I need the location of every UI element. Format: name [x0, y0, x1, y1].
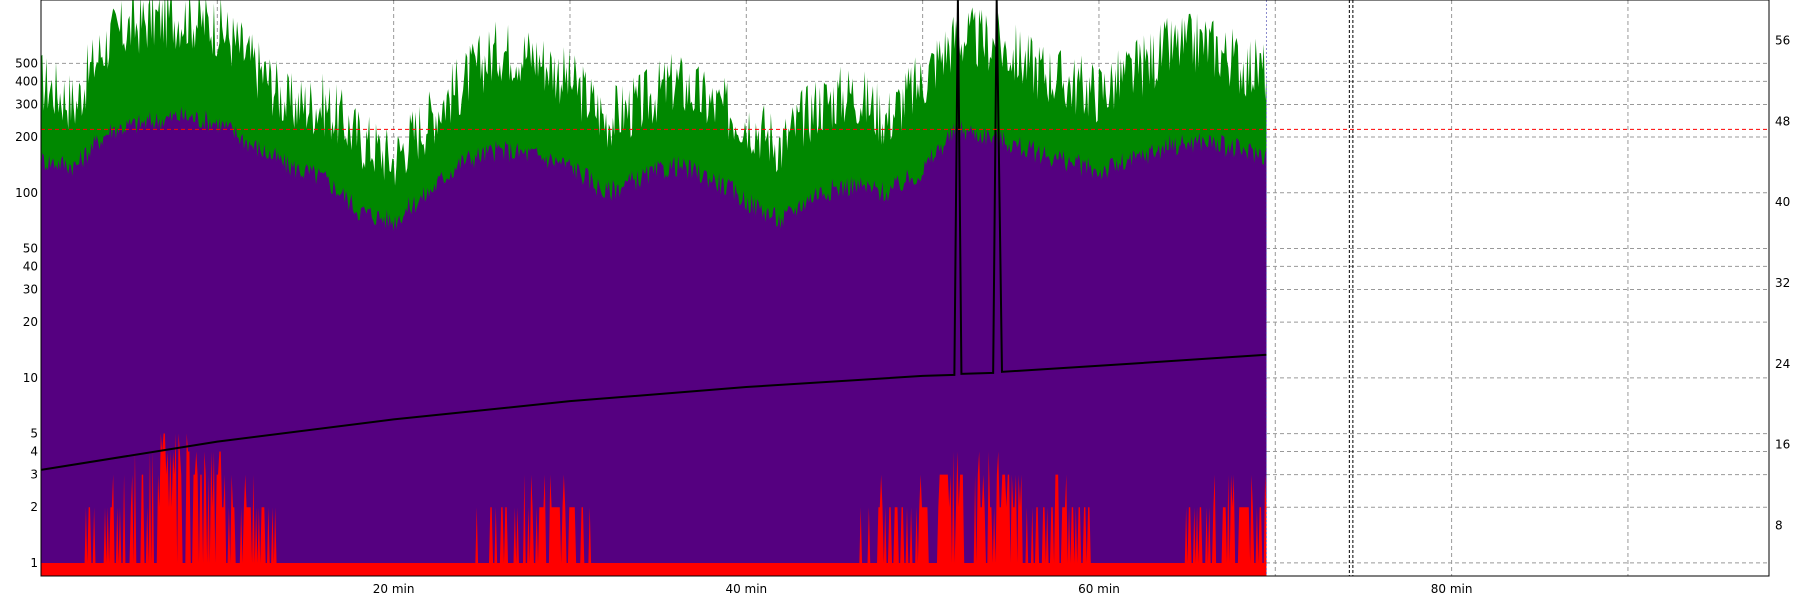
y-right-tick-label: 24 — [1775, 357, 1790, 371]
y-right-tick-label: 48 — [1775, 114, 1790, 128]
y-left-tick-label: 10 — [23, 371, 38, 385]
y-left-tick-label: 20 — [23, 315, 38, 329]
x-tick-label: 80 min — [1431, 582, 1473, 596]
x-axis: 20 min 40 min 60 min 80 min — [373, 582, 1473, 596]
y-left-tick-label: 4 — [30, 444, 38, 458]
y-right-tick-label: 16 — [1775, 438, 1790, 452]
y-right-tick-label: 40 — [1775, 195, 1790, 209]
y-left-tick-label: 100 — [15, 186, 38, 200]
y-left-tick-label: 40 — [23, 259, 38, 273]
y-left-tick-label: 3 — [30, 468, 38, 482]
x-tick-label: 40 min — [725, 582, 767, 596]
y-left-tick-label: 2 — [30, 500, 38, 514]
y-left-tick-label: 500 — [15, 56, 38, 70]
series-line-3 — [40, 0, 1267, 471]
y-left-tick-label: 30 — [23, 283, 38, 297]
series-layer — [40, 0, 1267, 577]
y-right-tick-label: 8 — [1775, 518, 1783, 532]
y-left-tick-label: 5 — [30, 427, 38, 441]
y-right-tick-label: 32 — [1775, 276, 1790, 290]
y-left-tick-label: 1 — [30, 556, 38, 570]
overlay — [41, 0, 1769, 576]
x-tick-label: 20 min — [373, 582, 415, 596]
plot-border — [40, 0, 1770, 577]
y-right-tick-label: 56 — [1775, 33, 1790, 47]
y-left-tick-label: 300 — [15, 97, 38, 111]
y-left-tick-label: 400 — [15, 74, 38, 88]
y-axis-left: 1 2 3 4 5 10 20 30 40 50 100 200 300 400 500 — [15, 56, 38, 570]
x-tick-label: 60 min — [1078, 582, 1120, 596]
y-axis-right: 8 16 24 32 40 48 56 — [1775, 33, 1790, 532]
series-area-2 — [41, 433, 1267, 576]
y-left-tick-label: 50 — [23, 241, 38, 255]
y-left-tick-label: 200 — [15, 130, 38, 144]
